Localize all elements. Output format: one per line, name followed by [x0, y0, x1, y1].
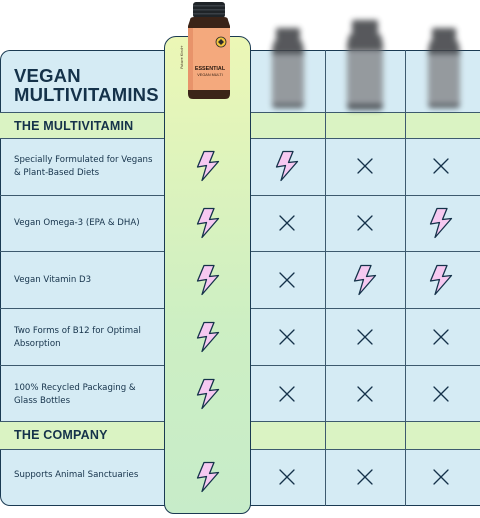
page-title: VEGAN MULTIVITAMINS: [14, 66, 159, 104]
row-label-line: Absorption: [14, 339, 61, 349]
section-title-company: THE COMPANY: [14, 428, 108, 442]
x-icon: [274, 207, 300, 239]
row-label-line: Glass Bottles: [14, 396, 71, 406]
row-label-line: & Plant-Based Diets: [14, 168, 100, 178]
x-icon: [352, 461, 378, 493]
x-icon: [428, 150, 454, 182]
section-title-multivitamin: THE MULTIVITAMIN: [14, 119, 134, 133]
competitor-bottle: [426, 28, 462, 108]
x-icon: [352, 207, 378, 239]
competitor-bottle: [345, 20, 385, 110]
x-icon: [274, 461, 300, 493]
x-icon: [428, 378, 454, 410]
lightning-icon: [195, 207, 221, 239]
row-label-line: Two Forms of B12 for Optimal: [14, 326, 141, 336]
x-icon: [352, 378, 378, 410]
row-label: Two Forms of B12 for Optimal Absorption: [14, 325, 164, 351]
featured-bottle-name-line: VEGAN MULTI: [197, 73, 223, 77]
x-icon: [274, 378, 300, 410]
lightning-icon: [428, 207, 454, 239]
row-label-line: Vegan Vitamin D3: [14, 275, 92, 285]
grid-line: [405, 50, 407, 506]
row-label: 100% Recycled Packaging & Glass Bottles: [14, 382, 164, 408]
row-label-line: Specially Formulated for Vegans: [14, 155, 153, 165]
featured-bottle: [181, 2, 237, 100]
x-icon: [428, 321, 454, 353]
x-icon: [352, 321, 378, 353]
featured-bottle-brand: Future Kind+: [179, 45, 184, 69]
lightning-icon: [195, 461, 221, 493]
lightning-icon: [428, 264, 454, 296]
lightning-icon: [195, 378, 221, 410]
row-label-line: Vegan Omega-3 (EPA & DHA): [14, 218, 140, 228]
lightning-icon: [195, 150, 221, 182]
lightning-icon: [195, 321, 221, 353]
page-title-line-2: MULTIVITAMINS: [14, 84, 159, 105]
x-icon: [352, 150, 378, 182]
row-label: Specially Formulated for Vegans & Plant-…: [14, 154, 164, 180]
row-label: Vegan Vitamin D3: [14, 274, 164, 287]
lightning-icon: [352, 264, 378, 296]
competitor-bottle: [270, 28, 306, 108]
x-icon: [428, 461, 454, 493]
featured-bottle-name-line: ESSENTIAL: [194, 66, 226, 72]
row-label-line: Supports Animal Sanctuaries: [14, 470, 139, 480]
featured-bottle-name: ESSENTIAL VEGAN MULTI: [189, 66, 231, 78]
x-icon: [274, 321, 300, 353]
row-label-line: 100% Recycled Packaging &: [14, 383, 136, 393]
x-icon: [274, 264, 300, 296]
grid-line: [325, 50, 327, 506]
lightning-icon: [274, 150, 300, 182]
page-title-line-1: VEGAN: [14, 65, 81, 86]
row-label: Supports Animal Sanctuaries: [14, 469, 164, 482]
lightning-icon: [195, 264, 221, 296]
row-label: Vegan Omega-3 (EPA & DHA): [14, 217, 164, 230]
